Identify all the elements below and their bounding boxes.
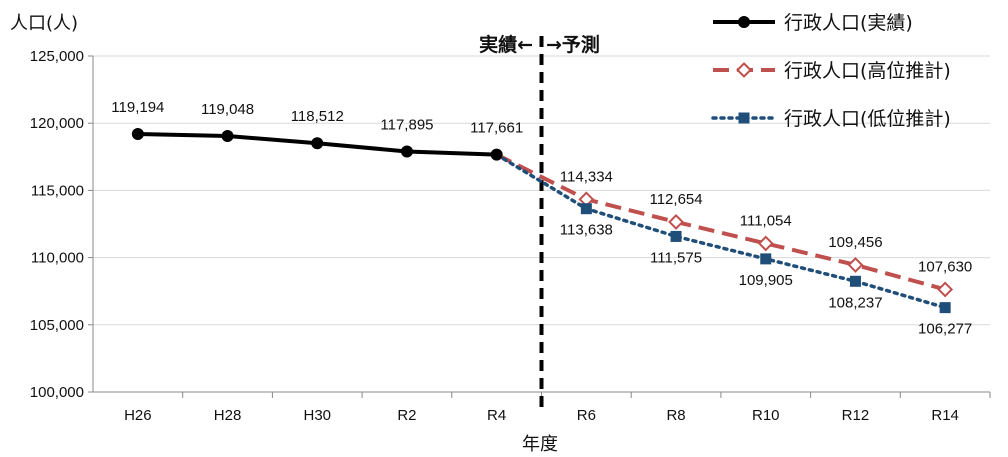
actual-divider-label: 実績← bbox=[479, 33, 533, 56]
y-tick-label: 105,000 bbox=[30, 317, 84, 334]
data-point bbox=[490, 148, 503, 161]
data-label: 111,575 bbox=[650, 249, 702, 266]
data-label: 118,512 bbox=[291, 108, 344, 125]
data-label: 107,630 bbox=[918, 258, 972, 275]
data-point bbox=[849, 275, 861, 287]
legend-label: 行政人口(低位推計) bbox=[784, 108, 951, 130]
y-axis-title: 人口(人) bbox=[10, 13, 78, 34]
data-label: 112,654 bbox=[649, 191, 702, 208]
legend-marker bbox=[736, 62, 752, 78]
series-lines bbox=[131, 128, 954, 314]
data-point bbox=[221, 129, 234, 142]
data-label: 114,334 bbox=[560, 168, 613, 185]
x-tick-label: R2 bbox=[397, 407, 416, 424]
x-axis-title: 年度 bbox=[522, 434, 558, 455]
data-label: 109,905 bbox=[739, 272, 793, 289]
data-point bbox=[311, 137, 324, 150]
data-point bbox=[939, 302, 951, 314]
data-point bbox=[668, 214, 684, 230]
series-line bbox=[495, 152, 946, 292]
data-point bbox=[760, 253, 772, 265]
data-label: 113,638 bbox=[560, 222, 613, 239]
x-tick-label: H26 bbox=[124, 407, 152, 424]
data-label: 108,237 bbox=[828, 294, 882, 311]
data-point bbox=[937, 281, 954, 298]
y-tick-label: 100,000 bbox=[30, 384, 84, 401]
legend: 行政人口(実績) 行政人口(高位推計) 行政人口(低位推計) bbox=[711, 12, 951, 130]
data-label: 111,054 bbox=[740, 212, 792, 229]
data-label: 119,194 bbox=[111, 99, 164, 116]
data-point bbox=[847, 256, 864, 273]
data-labels: 119,194 119,048 118,512 117,895 117,661 114,3… bbox=[111, 99, 972, 338]
legend-label: 行政人口(高位推計) bbox=[784, 60, 951, 82]
data-label: 117,661 bbox=[470, 120, 523, 137]
data-label: 119,048 bbox=[201, 101, 254, 118]
legend-marker bbox=[738, 16, 750, 28]
data-label: 106,277 bbox=[918, 321, 972, 338]
data-point bbox=[757, 235, 774, 252]
data-label: 117,895 bbox=[380, 116, 433, 133]
data-point bbox=[400, 145, 413, 158]
data-point bbox=[131, 128, 144, 141]
data-label: 109,456 bbox=[828, 234, 882, 251]
axes: 100,000 105,000 110,000 115,000 120,000 125,0… bbox=[30, 36, 991, 424]
legend-marker bbox=[738, 112, 750, 124]
y-tick-label: 125,000 bbox=[30, 48, 84, 65]
x-tick-label: R10 bbox=[752, 407, 780, 424]
forecast-divider-label: →予測 bbox=[546, 33, 600, 56]
x-tick-label: H28 bbox=[214, 407, 242, 424]
x-tick-label: H30 bbox=[303, 407, 331, 424]
series-line bbox=[494, 152, 947, 310]
data-point bbox=[580, 203, 592, 215]
x-tick-label: R12 bbox=[842, 407, 870, 424]
x-tick-label: R4 bbox=[487, 407, 506, 424]
x-tick-label: R14 bbox=[931, 407, 959, 424]
y-tick-label: 120,000 bbox=[30, 115, 84, 132]
data-point bbox=[670, 230, 682, 242]
y-tick-label: 110,000 bbox=[31, 250, 84, 267]
x-tick-label: R6 bbox=[577, 407, 596, 424]
y-tick-label: 115,000 bbox=[31, 182, 84, 199]
x-tick-label: R8 bbox=[666, 407, 685, 424]
legend-label: 行政人口(実績) bbox=[784, 12, 913, 34]
